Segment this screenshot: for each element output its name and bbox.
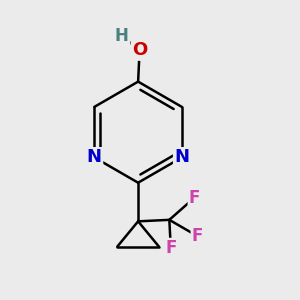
Text: F: F (192, 227, 203, 245)
Text: F: F (189, 189, 200, 207)
Text: H: H (115, 27, 129, 45)
Text: O: O (132, 41, 147, 59)
Text: F: F (165, 239, 176, 257)
Text: N: N (174, 148, 189, 166)
Text: N: N (87, 148, 102, 166)
